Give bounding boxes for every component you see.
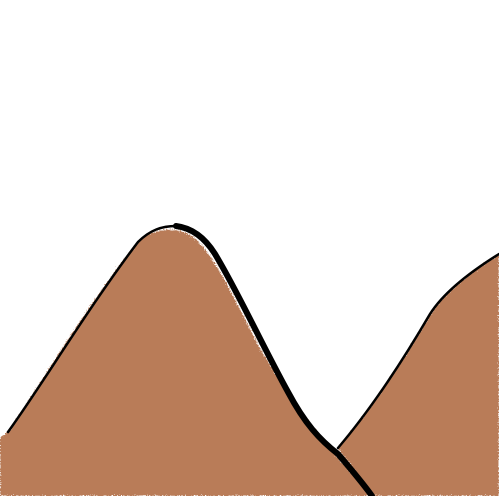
right-hill [338, 255, 499, 496]
left-hill [0, 229, 372, 496]
right-hill-outline [336, 252, 499, 450]
left-hill-outline-thick [173, 223, 375, 496]
left-hill-outline-thin [6, 224, 178, 434]
